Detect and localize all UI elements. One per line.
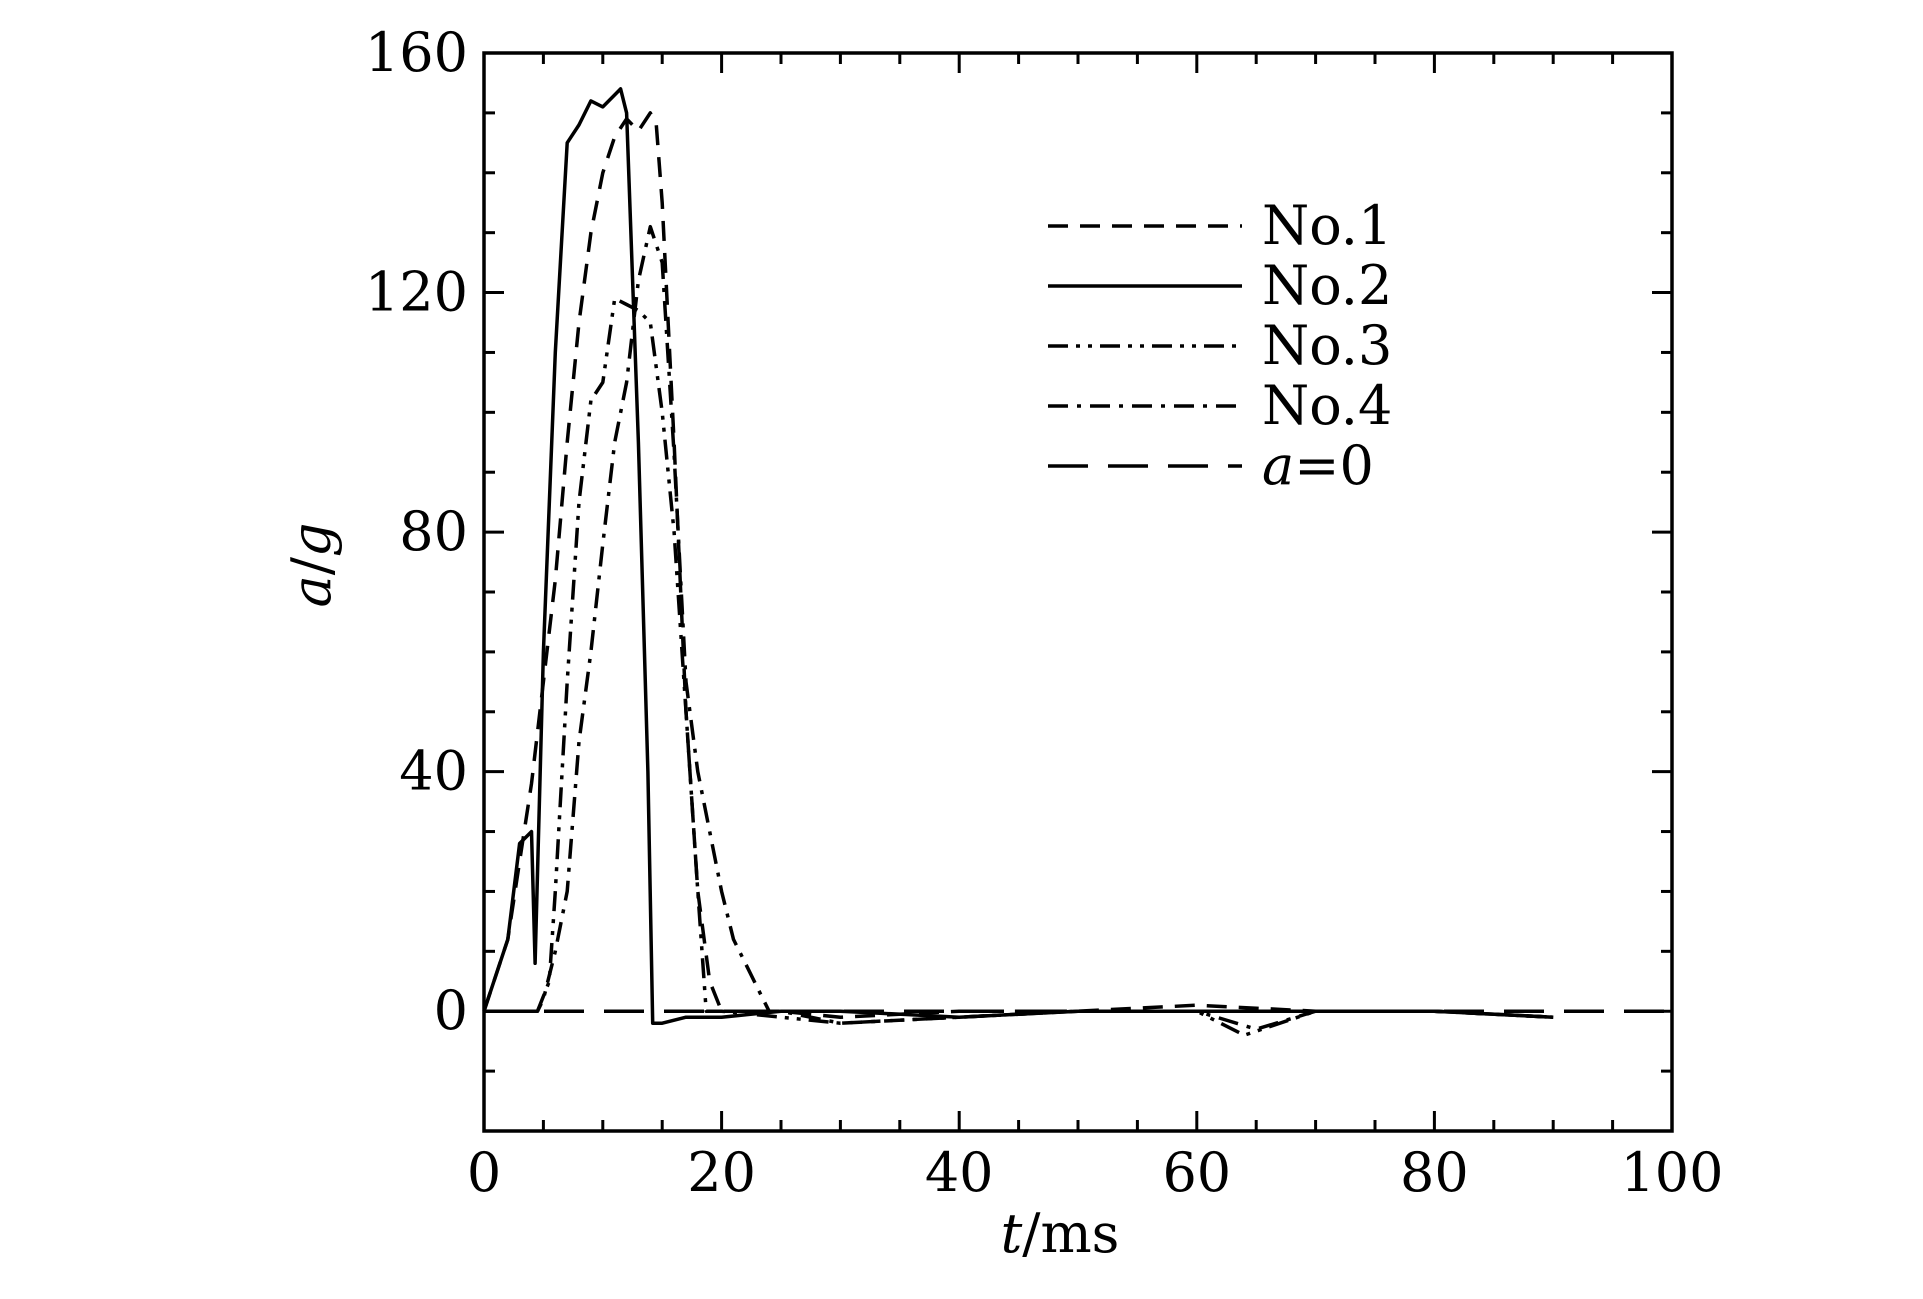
y-tick-label: 80	[399, 500, 468, 563]
x-tick-label: 40	[925, 1141, 994, 1204]
legend-label-1: No.1	[1262, 194, 1392, 257]
y-axis-title-symbol-g: g	[280, 523, 343, 558]
series-line-4	[484, 224, 1554, 1031]
y-axis-title: a/g	[280, 523, 343, 608]
x-tick-label: 20	[687, 1141, 756, 1204]
y-tick-label: 0	[434, 979, 468, 1042]
legend-label-2: No.2	[1262, 254, 1392, 317]
plot-frame	[482, 51, 1674, 1133]
y-tick-label: 160	[365, 21, 468, 84]
legend-label-3: No.3	[1262, 314, 1392, 377]
legend-label-4: No.4	[1262, 374, 1392, 437]
x-tick-label: 80	[1400, 1141, 1469, 1204]
series-layer	[482, 87, 1672, 1037]
legend-layer: No.1No.2No.3No.4a=0	[1048, 194, 1392, 497]
y-axis-title-symbol-a: a	[280, 575, 343, 607]
axes-layer: 0 20 40 60 80 100 0 40 80 120 160	[365, 21, 1724, 1204]
x-axis-title-symbol: t	[1001, 1202, 1023, 1265]
x-axis-title-unit: /ms	[1022, 1202, 1119, 1265]
y-tick-label: 120	[365, 261, 468, 324]
series-line-1	[482, 111, 1554, 1019]
x-axis-title: t/ms	[1001, 1202, 1120, 1265]
y-axis-title-separator: /	[280, 556, 343, 575]
x-tick-label: 100	[1620, 1141, 1723, 1204]
legend-label-5: a=0	[1262, 434, 1374, 497]
x-tick-label: 0	[467, 1141, 501, 1204]
x-tick-label: 60	[1162, 1141, 1231, 1204]
series-line-2	[482, 87, 1554, 1025]
y-tick-label: 40	[399, 740, 468, 803]
